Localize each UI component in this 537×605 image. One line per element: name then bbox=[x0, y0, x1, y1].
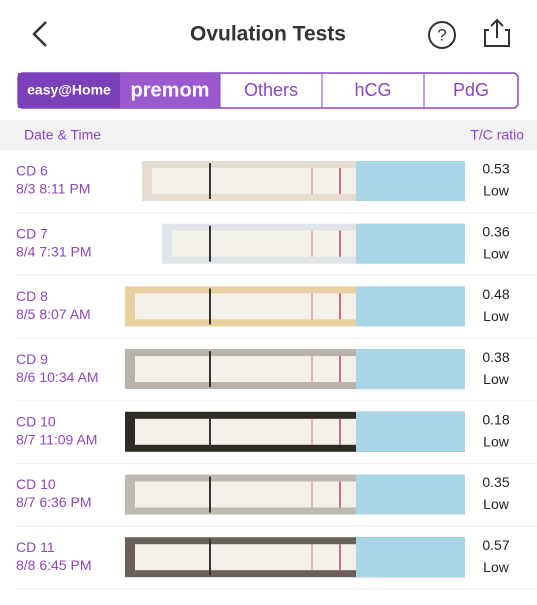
test-strip-image bbox=[16, 223, 537, 276]
tc-ratio: 0.38 bbox=[482, 349, 509, 365]
strip-wrapper bbox=[356, 349, 465, 390]
test-row[interactable]: CD 7 8/4 7:31 PM 0.36 Low bbox=[16, 223, 537, 276]
column-header bbox=[0, 120, 537, 150]
tab-background bbox=[120, 73, 220, 108]
column-label: Date & Time bbox=[24, 127, 101, 143]
tab-label: premom bbox=[131, 79, 210, 101]
column-label: T/C ratio bbox=[470, 127, 524, 143]
test-time: 8/3 8:11 PM bbox=[16, 181, 90, 197]
share-button[interactable] bbox=[484, 18, 510, 47]
test-strip-image bbox=[16, 349, 537, 402]
tc-ratio: 0.18 bbox=[482, 412, 509, 428]
test-time: 8/4 7:31 PM bbox=[16, 243, 92, 259]
tab-label: PdG bbox=[453, 80, 489, 100]
test-time: 8/5 8:07 AM bbox=[16, 306, 91, 322]
tab[interactable]: hCG bbox=[321, 73, 392, 108]
cycle-day: CD 8 bbox=[16, 288, 48, 304]
level: Low bbox=[483, 308, 510, 324]
strip-wrapper bbox=[356, 286, 465, 327]
tab[interactable]: easy@Home bbox=[18, 73, 120, 108]
cycle-day: CD 11 bbox=[16, 539, 55, 555]
test-time: 8/7 6:36 PM bbox=[16, 494, 92, 510]
level: Low bbox=[483, 183, 510, 199]
tc-ratio: 0.53 bbox=[482, 161, 509, 177]
strip-wrapper bbox=[356, 223, 465, 264]
test-strip-image bbox=[16, 537, 537, 590]
level: Low bbox=[483, 245, 510, 261]
tab[interactable]: PdG bbox=[423, 73, 489, 108]
tab-label: Others bbox=[244, 80, 298, 100]
tc-ratio: 0.35 bbox=[482, 474, 509, 490]
strip-wrapper bbox=[356, 537, 465, 578]
tc-ratio: 0.48 bbox=[482, 286, 509, 302]
test-time: 8/7 11:09 AM bbox=[16, 432, 97, 448]
test-time: 8/8 6:45 PM bbox=[16, 557, 92, 573]
cycle-day: CD 9 bbox=[16, 351, 48, 367]
strip-wrapper bbox=[356, 411, 465, 452]
tc-ratio: 0.57 bbox=[482, 537, 509, 553]
test-time: 8/6 10:34 AM bbox=[16, 369, 99, 385]
test-strip-image bbox=[16, 411, 537, 464]
strip-wrapper bbox=[356, 161, 465, 201]
tab[interactable]: premom bbox=[120, 73, 220, 108]
tab-label: easy@Home bbox=[27, 82, 111, 98]
tc-ratio: 0.36 bbox=[482, 223, 509, 239]
tab-background bbox=[18, 73, 120, 108]
level: Low bbox=[483, 434, 510, 450]
title: Ovulation Tests bbox=[190, 23, 346, 46]
help-button[interactable]: ? bbox=[428, 21, 456, 49]
level: Low bbox=[483, 371, 510, 387]
test-row[interactable]: CD 10 8/7 6:36 PM 0.35 Low bbox=[16, 474, 537, 527]
tab[interactable]: Others bbox=[219, 73, 298, 108]
tab-label: hCG bbox=[354, 80, 391, 100]
test-row[interactable]: CD 9 8/6 10:34 AM 0.38 Low bbox=[16, 349, 537, 402]
test-row[interactable]: CD 10 8/7 11:09 AM 0.18 Low bbox=[16, 412, 537, 464]
test-row[interactable]: CD 8 8/5 8:07 AM 0.48 Low bbox=[16, 286, 537, 339]
test-strip-image bbox=[16, 286, 537, 339]
strip-wrapper bbox=[356, 474, 465, 515]
test-row[interactable]: CD 6 8/3 8:11 PM 0.53 Low bbox=[16, 161, 537, 214]
level: Low bbox=[483, 559, 510, 575]
test-row[interactable]: CD 11 8/8 6:45 PM 0.57 Low bbox=[16, 537, 537, 590]
cycle-day: CD 10 bbox=[16, 476, 56, 492]
test-strip-image bbox=[16, 161, 537, 214]
level: Low bbox=[483, 496, 510, 512]
cycle-day: CD 6 bbox=[16, 163, 48, 179]
cycle-day: CD 7 bbox=[16, 225, 48, 241]
back-button[interactable] bbox=[32, 21, 47, 47]
test-strip-image bbox=[16, 474, 537, 527]
cycle-day: CD 10 bbox=[16, 414, 56, 430]
svg-text:?: ? bbox=[437, 25, 446, 44]
